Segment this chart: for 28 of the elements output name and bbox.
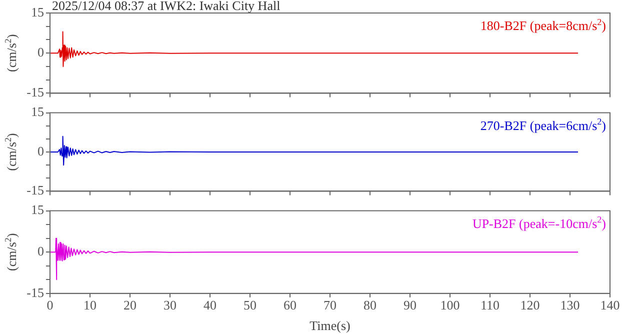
y-tick-label: 0 bbox=[38, 244, 44, 259]
x-tick-label: 140 bbox=[600, 298, 620, 313]
x-axis-title: Time(s) bbox=[310, 318, 350, 333]
x-tick-label: 120 bbox=[520, 298, 540, 313]
y-tick-label: -15 bbox=[26, 84, 44, 100]
x-tick-label: 60 bbox=[284, 298, 296, 313]
x-tick-label: 90 bbox=[404, 298, 416, 313]
x-tick-label: 10 bbox=[84, 298, 96, 313]
x-tick-label: 110 bbox=[480, 298, 500, 313]
y-axis-title: (cm/s2) bbox=[2, 34, 19, 72]
y-tick-label: 15 bbox=[31, 104, 44, 120]
x-tick-label: 100 bbox=[440, 298, 460, 313]
x-tick-label: 70 bbox=[324, 298, 336, 313]
y-tick-label: 0 bbox=[38, 44, 44, 60]
x-tick-label: 130 bbox=[560, 298, 580, 313]
x-tick-label: 50 bbox=[244, 298, 256, 313]
x-tick-label: 30 bbox=[164, 298, 176, 313]
y-tick-label: -15 bbox=[26, 284, 44, 300]
y-axis-title: (cm/s2) bbox=[2, 133, 19, 171]
chart-title: 2025/12/04 08:37 at IWK2: Iwaki City Hall bbox=[52, 0, 281, 13]
x-tick-label: 20 bbox=[124, 298, 136, 313]
y-axis-title: (cm/s2) bbox=[2, 233, 19, 271]
x-tick-label: 40 bbox=[204, 298, 216, 313]
y-tick-label: 15 bbox=[31, 4, 44, 20]
y-tick-label: 15 bbox=[31, 202, 44, 218]
x-tick-label: 80 bbox=[364, 298, 376, 313]
y-tick-label: 0 bbox=[38, 143, 44, 158]
y-tick-label: -15 bbox=[26, 182, 44, 198]
